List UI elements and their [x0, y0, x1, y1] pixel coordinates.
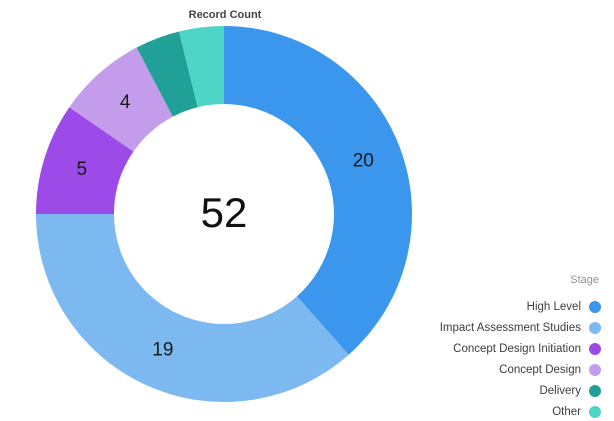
legend-item-2[interactable]: Concept Design Initiation: [440, 338, 601, 359]
legend-item-label: Concept Design Initiation: [453, 342, 581, 355]
legend-item-5[interactable]: Other: [440, 401, 601, 421]
legend-item-label: Impact Assessment Studies: [439, 321, 581, 334]
legend-color-dot: [589, 384, 601, 397]
legend-item-label: Delivery: [539, 384, 581, 397]
donut-segment-2[interactable]: [36, 107, 134, 214]
legend-item-label: Concept Design: [499, 363, 581, 376]
legend-color-dot: [589, 363, 601, 376]
legend-color-dot: [589, 342, 601, 355]
donut-center-total: 52: [200, 189, 248, 237]
segment-value-label: 5: [76, 159, 87, 180]
chart-title: Record Count: [188, 9, 262, 21]
legend-item-3[interactable]: Concept Design: [440, 359, 601, 380]
legend-items: High Level Impact Assessment Studies Conce…: [440, 296, 601, 421]
legend-item-label: Other: [552, 405, 581, 418]
segment-value-label: 19: [152, 339, 173, 360]
donut-segment-1[interactable]: [36, 214, 349, 402]
legend-item-label: High Level: [526, 300, 581, 313]
legend-item-4[interactable]: Delivery: [440, 380, 601, 401]
donut-segment-0[interactable]: [224, 26, 412, 355]
legend-color-dot: [589, 300, 601, 313]
donut-segment-5[interactable]: [179, 26, 224, 108]
legend-color-dot: [589, 321, 601, 334]
legend-title: Stage: [570, 274, 599, 286]
donut-segment-4[interactable]: [136, 31, 198, 117]
segment-value-label: 4: [120, 92, 131, 113]
donut-segment-3[interactable]: [69, 47, 173, 152]
legend-item-0[interactable]: High Level: [440, 296, 601, 317]
legend-item-1[interactable]: Impact Assessment Studies: [440, 317, 601, 338]
legend: Stage High Level Impact Assessment Studie…: [440, 272, 601, 421]
segment-value-label: 20: [353, 151, 374, 172]
legend-color-dot: [589, 405, 601, 418]
